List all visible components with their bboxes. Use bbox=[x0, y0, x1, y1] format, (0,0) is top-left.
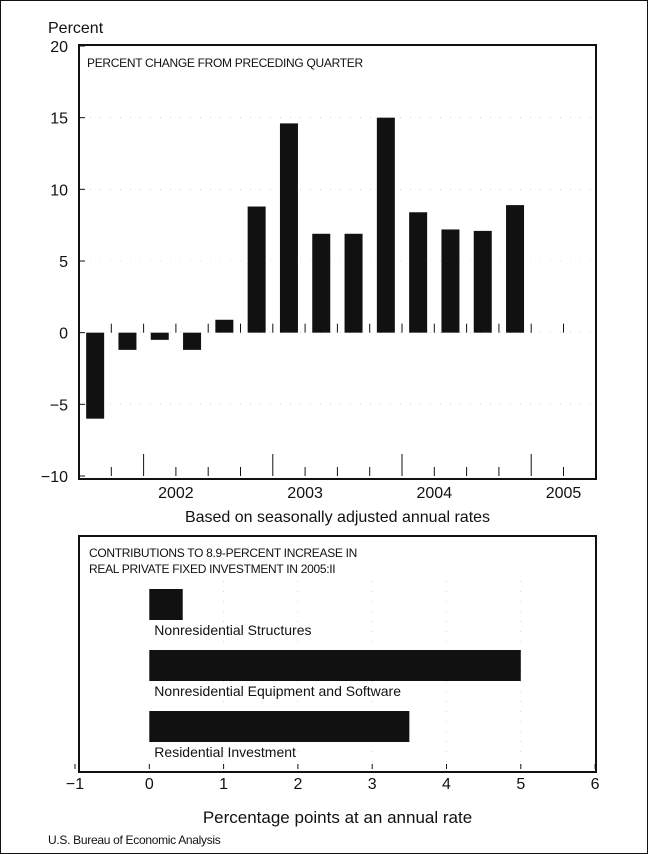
bottom-chart-x-tick-label: 0 bbox=[145, 776, 154, 793]
bottom-chart-x-tick-label: 2 bbox=[293, 776, 302, 793]
top-chart-bar bbox=[215, 319, 234, 333]
bottom-chart-category-label: Nonresidential Structures bbox=[154, 622, 311, 638]
top-chart-bar bbox=[86, 332, 105, 419]
bottom-chart-x-tick-label: 4 bbox=[442, 776, 451, 793]
top-chart-y-tick-label: 15 bbox=[50, 111, 68, 128]
top-chart-bar bbox=[473, 230, 492, 333]
bottom-chart-title-line-2: REAL PRIVATE FIXED INVESTMENT IN 2005:II bbox=[89, 562, 336, 576]
top-chart-bar bbox=[183, 332, 202, 350]
top-chart-y-axis-label: Percent bbox=[48, 20, 104, 37]
top-chart-year-label: 2003 bbox=[287, 485, 323, 502]
top-chart-title: PERCENT CHANGE FROM PRECEDING QUARTER bbox=[87, 56, 363, 70]
top-chart-y-tick-label: 0 bbox=[59, 326, 68, 343]
top-chart-bar bbox=[409, 212, 428, 333]
bottom-chart-title-line-1: CONTRIBUTIONS TO 8.9-PERCENT INCREASE IN bbox=[89, 546, 358, 560]
bottom-chart-x-tick-label: 6 bbox=[591, 776, 600, 793]
bottom-chart-x-axis-label: Percentage points at an annual rate bbox=[202, 808, 473, 827]
top-chart-bar bbox=[312, 233, 331, 333]
top-chart-bar bbox=[118, 332, 137, 350]
bottom-chart-category-label: Residential Investment bbox=[154, 744, 296, 760]
top-chart-x-axis-label: Based on seasonally adjusted annual rate… bbox=[184, 509, 491, 526]
top-chart-bar bbox=[376, 117, 395, 333]
top-chart-year-label: 2004 bbox=[417, 485, 453, 502]
top-chart-bar bbox=[506, 205, 525, 333]
top-chart-bar bbox=[441, 229, 460, 333]
bottom-chart-bar bbox=[149, 589, 183, 620]
top-chart-year-label: 2005 bbox=[546, 485, 582, 502]
top-chart-bar bbox=[279, 123, 298, 333]
top-chart-bar bbox=[344, 233, 363, 333]
top-chart-year-label: 2002 bbox=[158, 485, 194, 502]
bottom-chart-bar bbox=[149, 711, 410, 742]
bottom-chart-category-label: Nonresidential Equipment and Software bbox=[154, 683, 401, 699]
bottom-chart-x-tick-label: −1 bbox=[66, 776, 84, 793]
top-chart-bar bbox=[150, 332, 169, 340]
top-chart-y-tick-label: −5 bbox=[50, 397, 68, 414]
top-chart-y-tick-label: 20 bbox=[50, 39, 68, 56]
top-chart-bar bbox=[247, 206, 266, 333]
bottom-chart-x-tick-label: 5 bbox=[516, 776, 525, 793]
top-chart-y-tick-label: −10 bbox=[41, 469, 68, 486]
top-chart-y-tick-label: 5 bbox=[59, 254, 68, 271]
source-note: U.S. Bureau of Economic Analysis bbox=[48, 833, 221, 847]
bottom-chart-x-tick-label: 3 bbox=[368, 776, 377, 793]
bottom-chart-bar bbox=[149, 650, 521, 681]
top-chart-y-tick-label: 10 bbox=[50, 182, 68, 199]
bottom-chart-x-tick-label: 1 bbox=[219, 776, 228, 793]
